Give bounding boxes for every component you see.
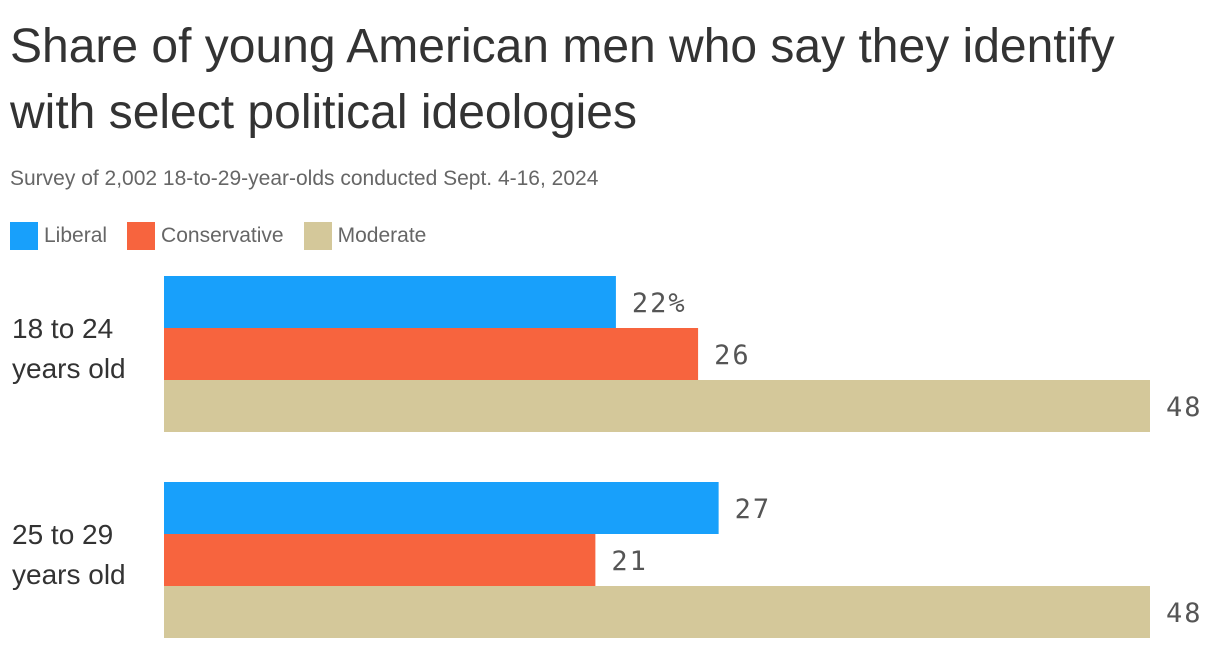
bar-conservative — [164, 328, 699, 380]
legend-swatch-conservative — [127, 222, 156, 250]
data-label: 48 — [1166, 392, 1203, 423]
legend-label-conservative: Conservative — [161, 224, 284, 247]
bar-liberal — [164, 276, 616, 328]
category-label: 25 to 29 — [12, 519, 113, 550]
data-label: 48 — [1166, 598, 1203, 629]
bar-conservative — [164, 534, 596, 586]
bar-liberal — [164, 482, 719, 534]
data-label: 21 — [611, 546, 648, 577]
category-label: 18 to 24 — [12, 313, 113, 344]
category-label: years old — [12, 559, 126, 590]
legend-swatch-liberal — [10, 222, 38, 250]
data-label: 22% — [632, 288, 687, 319]
legend-label-moderate: Moderate — [337, 224, 427, 247]
legend-item-liberal: Liberal — [10, 222, 107, 250]
data-label: 26 — [714, 340, 751, 371]
category-label: years old — [12, 353, 126, 384]
chart-subtitle: Survey of 2,002 18-to-29-year-olds condu… — [10, 167, 599, 190]
legend-swatch-moderate — [303, 222, 332, 250]
chart-title: Share of young American men who say they… — [10, 20, 1115, 139]
bar-moderate — [164, 380, 1150, 432]
legend: Liberal Conservative Moderate — [10, 222, 446, 250]
legend-item-moderate: Moderate — [303, 222, 427, 250]
data-label: 27 — [735, 494, 772, 525]
legend-item-conservative: Conservative — [127, 222, 284, 250]
legend-label-liberal: Liberal — [44, 224, 108, 247]
bar-moderate — [164, 586, 1150, 638]
